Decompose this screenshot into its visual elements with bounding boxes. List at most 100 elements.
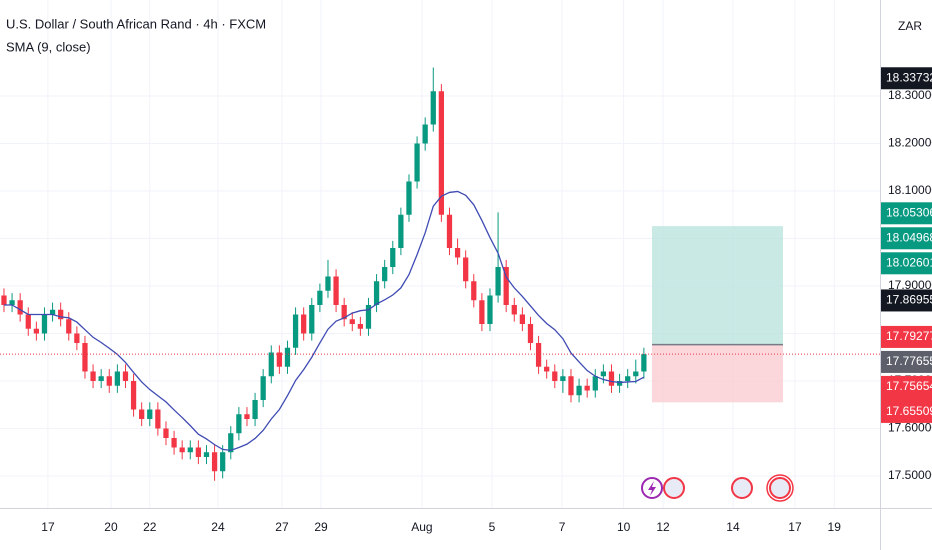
price-label: 18.05306 (886, 205, 932, 219)
candle-body (616, 380, 623, 386)
x-tick-label: 17 (788, 520, 802, 534)
candle-body (195, 447, 202, 457)
price-label: 17.79277 (886, 329, 932, 343)
loss-zone (652, 344, 783, 403)
candle-body (130, 380, 137, 410)
price-label: 17.86955 (886, 293, 932, 307)
x-tick-label: 27 (275, 520, 289, 534)
candle-body (301, 314, 307, 334)
price-label: 17.75654 (886, 379, 932, 393)
price-label-box (881, 350, 932, 373)
x-tick-label: 22 (143, 520, 157, 534)
candle-body (90, 371, 96, 381)
candle-body (292, 314, 299, 348)
x-tick-label: 14 (726, 520, 740, 534)
candle-body (260, 376, 266, 400)
candle-body (633, 371, 639, 377)
price-label: 17.65509 (886, 404, 932, 418)
price-label-box (881, 227, 932, 250)
candle-body (171, 437, 177, 448)
candle-body (9, 300, 15, 305)
candle-body (576, 385, 582, 396)
candle-body (139, 409, 145, 419)
candle-body (438, 91, 445, 215)
candle-body (49, 309, 56, 315)
candle-body (406, 181, 412, 215)
candle-body (74, 333, 80, 343)
x-tick-label: 7 (559, 520, 566, 534)
candle-body (584, 385, 590, 391)
candle-body (398, 214, 404, 248)
event-icon[interactable] (769, 477, 791, 499)
candle-body (333, 276, 339, 305)
candle-body (203, 452, 210, 457)
candle-body (66, 319, 72, 334)
price-label-box (881, 400, 932, 423)
event-icon[interactable] (731, 477, 753, 499)
candle-body (163, 428, 169, 438)
currency[interactable]: ZAR (898, 19, 922, 33)
candle-body (82, 342, 88, 372)
indicator-label: SMA (9, close) (6, 39, 91, 54)
candle-body (187, 447, 193, 453)
candle-body (147, 409, 153, 419)
candle-body (479, 300, 485, 324)
x-tick-label: Aug (411, 520, 432, 534)
price-label-box (881, 325, 932, 348)
candle-body (349, 319, 355, 324)
candle-body (527, 323, 534, 343)
candle-body (341, 304, 347, 320)
candle-body (236, 414, 242, 434)
candle-body (390, 247, 396, 267)
candle-body (568, 376, 574, 396)
candle-body (179, 447, 185, 453)
candle-body (41, 314, 48, 334)
plot (0, 67, 880, 481)
x-tick-label: 29 (314, 520, 328, 534)
event-icon[interactable] (663, 477, 685, 499)
price-label: 18.04968 (886, 230, 932, 244)
candle-body (228, 433, 234, 453)
candle-body (33, 328, 40, 334)
price-label: 18.33732 (886, 70, 932, 84)
candle-body (487, 295, 493, 324)
price-label: 18.02601 (886, 255, 932, 269)
candle-body (268, 352, 274, 377)
price-label-box (881, 289, 932, 312)
candle-body (155, 409, 161, 429)
candle-body (544, 366, 550, 372)
candle-body (122, 371, 129, 381)
x-tick-label: 5 (489, 520, 496, 534)
x-tick-label: 17 (41, 520, 55, 534)
x-tick-label: 10 (617, 520, 631, 534)
chart-title: U.S. Dollar / South African Rand · 4h · … (6, 16, 266, 31)
event-icons (641, 474, 794, 502)
candle-body (244, 414, 250, 419)
candle-body (114, 371, 121, 386)
candle-body (17, 300, 23, 315)
candle-body (471, 281, 477, 301)
candle-body (511, 304, 517, 315)
candle-body (211, 452, 218, 472)
candle-body (1, 295, 7, 305)
x-tick-label: 24 (211, 520, 225, 534)
y-tick-label: 18.20000 (888, 136, 932, 150)
candle-body (284, 347, 291, 367)
candle-body (58, 309, 64, 320)
price-label-box (881, 252, 932, 275)
candle-body (382, 266, 388, 282)
candle-body (600, 371, 607, 377)
candle-body (641, 354, 647, 372)
axis: 17.5000017.6000017.7000017.8000017.90000… (41, 67, 932, 534)
x-tick-label: 19 (828, 520, 842, 534)
candle-body (454, 247, 461, 258)
candle-body (592, 376, 598, 391)
sma-line (3, 190, 645, 451)
candle-body (535, 342, 542, 367)
candle-body (503, 266, 509, 305)
profit-zone (652, 226, 783, 345)
bolt (648, 481, 656, 496)
candle-body (309, 304, 315, 334)
